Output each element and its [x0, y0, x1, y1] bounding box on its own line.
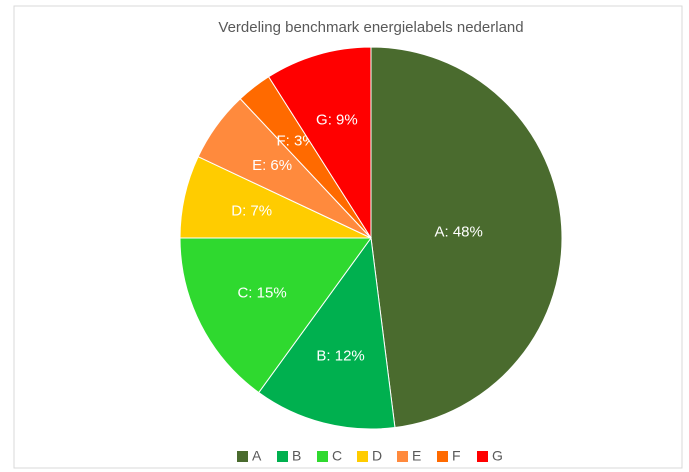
legend-swatch	[317, 451, 328, 462]
legend-swatch	[437, 451, 448, 462]
legend-swatch	[237, 451, 248, 462]
legend-label: E	[412, 448, 421, 464]
legend-label: A	[252, 448, 262, 464]
slice-label: A: 48%	[434, 223, 482, 240]
slice-label: B: 12%	[316, 347, 364, 364]
slice-label: D: 7%	[231, 202, 272, 219]
legend-swatch	[397, 451, 408, 462]
slice-label: G: 9%	[316, 112, 358, 129]
pie-slice	[258, 236, 396, 430]
slice-label: E: 6%	[252, 157, 292, 174]
slice-label: C: 15%	[237, 284, 286, 301]
legend-label: C	[332, 448, 342, 464]
pie-slice	[179, 237, 372, 394]
pie-slice	[370, 46, 563, 429]
legend-label: F	[452, 448, 461, 464]
legend-swatch	[357, 451, 368, 462]
slice-label: F: 3%	[276, 132, 315, 149]
legend-swatch	[277, 451, 288, 462]
legend-label: B	[292, 448, 301, 464]
pie-slice	[267, 46, 372, 240]
legend-swatch	[477, 451, 488, 462]
chart-title: Verdeling benchmark energielabels nederl…	[218, 19, 523, 36]
legend-label: G	[492, 448, 503, 464]
legend-label: D	[372, 448, 382, 464]
